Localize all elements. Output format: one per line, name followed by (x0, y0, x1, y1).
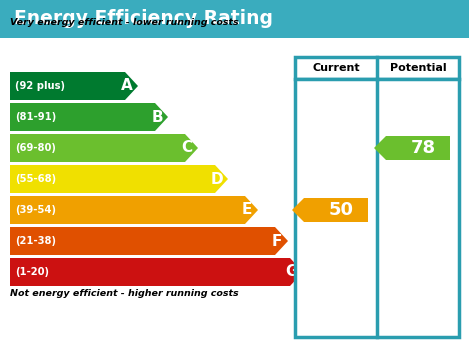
Bar (295, 57, 459, 79)
Text: (92 plus): (92 plus) (15, 81, 65, 91)
Bar (0, 0, 469, 38)
Polygon shape (10, 196, 258, 224)
Text: Not energy efficient - higher running costs: Not energy efficient - higher running co… (10, 289, 239, 298)
Text: Current: Current (312, 63, 360, 73)
Polygon shape (292, 198, 368, 222)
Polygon shape (10, 165, 228, 193)
Text: 50: 50 (328, 201, 354, 219)
Text: D: D (211, 172, 223, 186)
Text: C: C (182, 140, 193, 155)
Text: 78: 78 (410, 139, 436, 157)
Text: A: A (121, 79, 133, 93)
Text: Potential: Potential (390, 63, 446, 73)
Text: (39-54): (39-54) (15, 205, 56, 215)
Text: Energy Efficiency Rating: Energy Efficiency Rating (14, 9, 273, 28)
Text: (81-91): (81-91) (15, 112, 56, 122)
Text: G: G (286, 265, 298, 279)
Text: (1-20): (1-20) (15, 267, 49, 277)
Polygon shape (10, 227, 288, 255)
Polygon shape (10, 134, 198, 162)
Polygon shape (10, 103, 168, 131)
Polygon shape (374, 136, 450, 160)
Polygon shape (10, 72, 138, 100)
Polygon shape (10, 258, 303, 286)
Text: Very energy efficient - lower running costs: Very energy efficient - lower running co… (10, 18, 239, 27)
Text: B: B (151, 110, 163, 125)
Text: (21-38): (21-38) (15, 236, 56, 246)
Text: F: F (272, 233, 282, 249)
Bar (295, 79, 459, 337)
Text: (55-68): (55-68) (15, 174, 56, 184)
Text: (69-80): (69-80) (15, 143, 56, 153)
Text: E: E (242, 203, 252, 218)
